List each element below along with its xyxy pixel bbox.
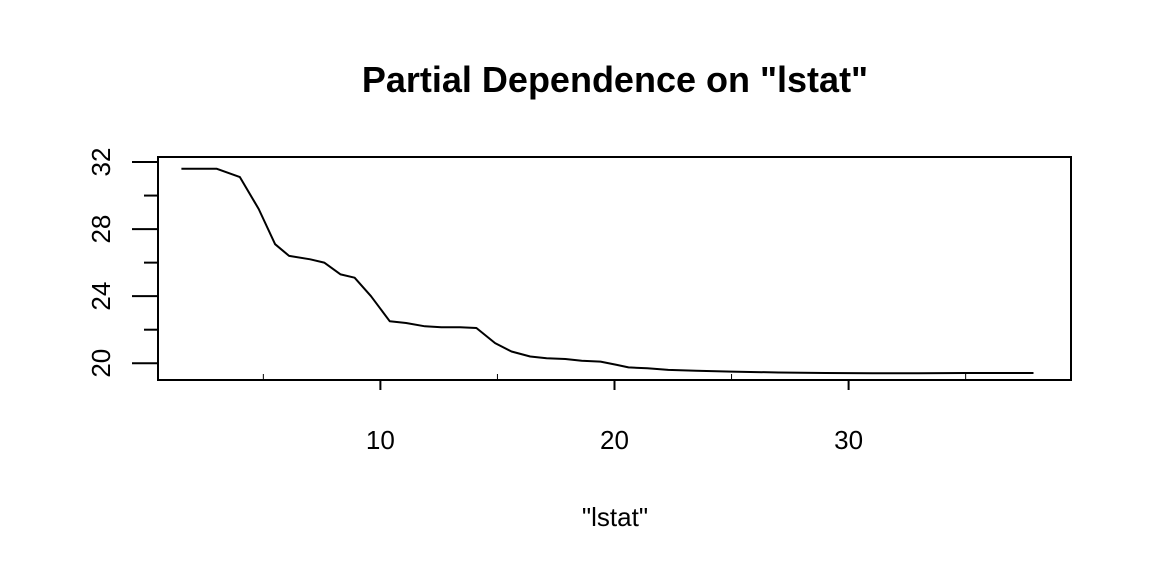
x-tick-label: 30: [834, 425, 863, 455]
x-axis-label: "lstat": [582, 502, 648, 532]
y-tick-label: 32: [86, 148, 116, 177]
y-axis: 20 24 28 32: [86, 148, 158, 378]
x-tick-label: 20: [600, 425, 629, 455]
y-tick-label: 28: [86, 215, 116, 244]
y-tick-label: 20: [86, 349, 116, 378]
y-tick-label: 24: [86, 282, 116, 311]
plot-frame: [157, 156, 1072, 381]
series-line: [181, 167, 1034, 375]
chart-title: Partial Dependence on "lstat": [362, 59, 868, 100]
x-tick-label: 10: [366, 425, 395, 455]
x-axis: 10 20 30: [262, 374, 967, 455]
